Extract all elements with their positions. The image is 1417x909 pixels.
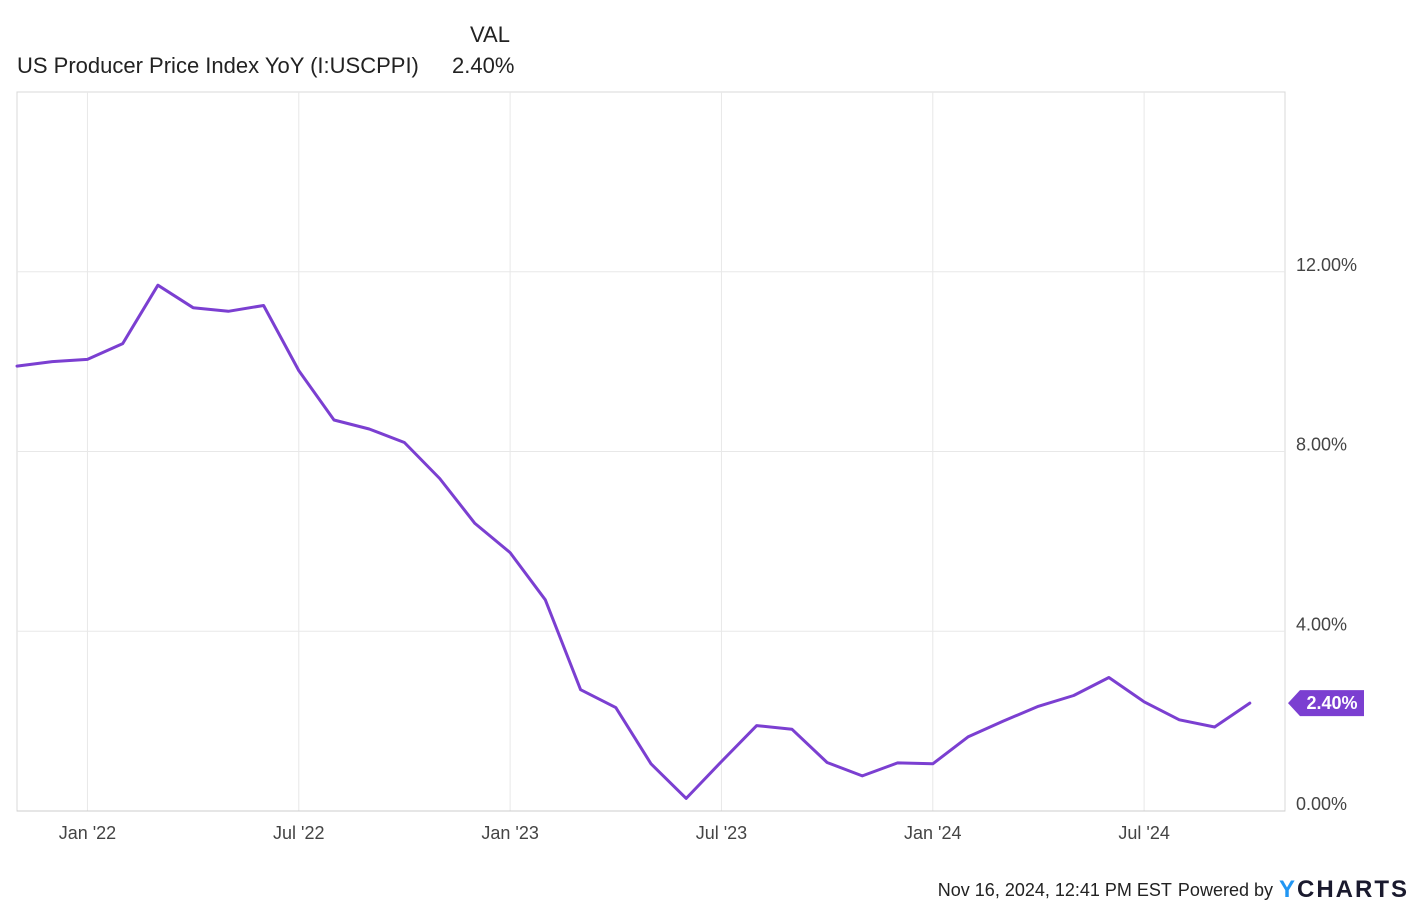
legend-series-name[interactable]: US Producer Price Index YoY (I:USCPPI) (17, 53, 419, 78)
x-tick-label: Jul '24 (1118, 823, 1169, 843)
last-value-badge (1288, 690, 1364, 717)
x-tick-label: Jan '23 (481, 823, 538, 843)
x-tick-label: Jan '22 (59, 823, 116, 843)
x-tick-label: Jul '22 (273, 823, 324, 843)
y-tick-label: 4.00% (1296, 614, 1347, 634)
powered-by-text: Powered by (1177, 879, 1273, 900)
series-line (15, 283, 1252, 800)
ycharts-logo[interactable]: Y CHARTS (1279, 876, 1409, 904)
ycharts-logo-text: CHARTS (1297, 876, 1409, 903)
x-tick-label: Jul '23 (696, 823, 747, 843)
x-tick-label: Jan '24 (904, 823, 961, 843)
y-tick-label: 12.00% (1296, 255, 1357, 275)
legend-series-value: 2.40% (452, 53, 515, 78)
legend-column-header: VAL (470, 22, 510, 47)
ycharts-logo-y: Y (1278, 876, 1297, 903)
y-tick-label: 0.00% (1296, 794, 1347, 814)
chart-timestamp: Nov 16, 2024, 12:41 PM EST (937, 879, 1172, 900)
last-value-label: 2.40% (1306, 693, 1357, 713)
y-tick-label: 8.00% (1296, 435, 1347, 455)
